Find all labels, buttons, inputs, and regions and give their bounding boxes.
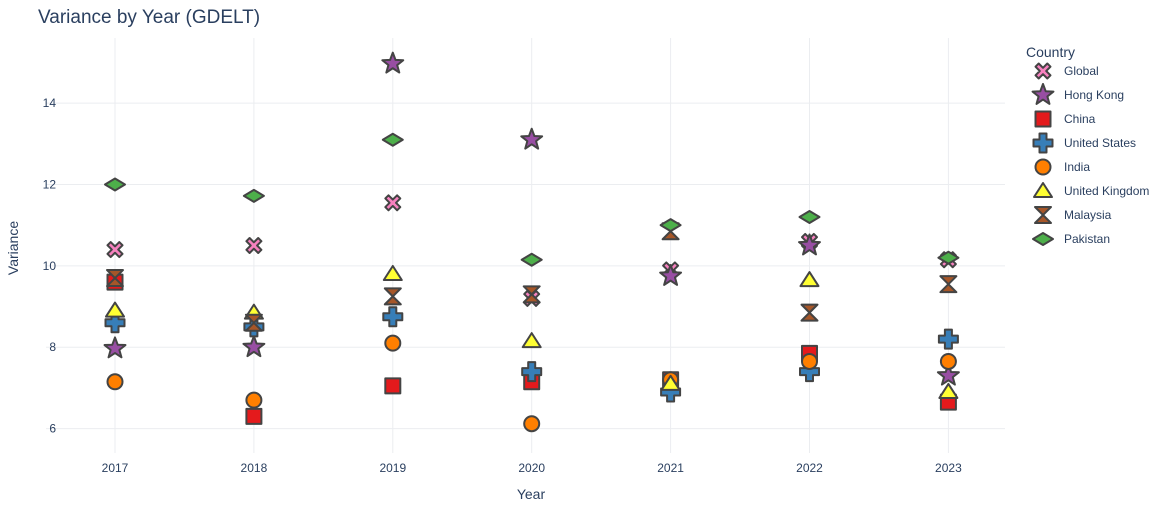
data-point [384,194,402,212]
legend-item-united-states[interactable]: United States [1032,132,1137,154]
x-axis-ticks: 2017 2018 2019 2020 2021 2022 2023 [102,461,962,475]
x-tick-label: 2021 [657,461,684,475]
series-malaysia [106,222,958,332]
legend-label: Pakistan [1064,232,1110,246]
x-tick-label: 2023 [935,461,962,475]
data-point [801,352,818,370]
data-point [521,332,542,349]
x-tick-label: 2018 [241,461,268,475]
x-tick-label: 2022 [796,461,823,475]
legend-item-global[interactable]: Global [1034,62,1099,80]
series-pakistan [104,132,960,267]
x-tick-label: 2017 [102,461,129,475]
data-point [382,264,403,281]
legend-title: Country [1026,44,1075,60]
data-point [106,241,124,259]
chart-title: Variance by Year (GDELT) [38,7,260,28]
data-point [937,250,960,265]
data-point [798,233,821,256]
legend-label: China [1064,112,1096,126]
data-point [106,373,124,391]
legend-item-china[interactable]: China [1034,110,1096,128]
data-point [245,391,263,409]
data-point [244,313,263,332]
data-point [937,328,959,350]
data-point [660,374,681,391]
legend-item-hong-kong[interactable]: Hong Kong [1031,83,1125,105]
y-tick-label: 8 [49,340,56,354]
legend-label: United States [1064,136,1136,150]
data-point [381,51,405,74]
legend-symbol [1031,83,1055,105]
data-point [939,352,957,370]
legend-item-india[interactable]: India [1034,158,1091,176]
data-point [520,127,544,150]
x-tick-label: 2019 [379,461,406,475]
data-point [659,264,683,286]
data-point [245,237,263,254]
y-axis-title: Variance [5,221,21,275]
legend-symbol [1032,232,1054,246]
legend-item-malaysia[interactable]: Malaysia [1034,206,1112,224]
y-tick-label: 10 [43,259,57,273]
x-axis-title: Year [517,486,546,502]
legend-label: India [1064,160,1090,174]
data-point [104,177,126,192]
data-point [523,415,541,433]
legend-symbol [1034,110,1052,128]
data-point [799,271,820,288]
legend-symbol [1034,206,1052,224]
legend-symbol [1034,158,1052,176]
x-tick-label: 2020 [518,461,545,475]
legend-label: Hong Kong [1064,88,1124,102]
data-points [103,51,960,433]
data-point [521,361,543,383]
data-point [242,188,265,203]
data-point [105,301,125,318]
data-point [103,336,127,359]
legend-label: United Kingdom [1064,184,1149,198]
data-point [800,303,819,322]
data-point [245,407,263,425]
data-point [938,382,959,399]
legend-label: Global [1064,64,1099,78]
data-point [104,312,126,334]
data-point [106,269,124,288]
legend-symbol [1033,182,1053,198]
data-point [939,275,958,294]
legend-item-pakistan[interactable]: Pakistan [1032,232,1110,246]
grid-lines [46,38,1005,453]
legend[interactable]: Global Hong Kong China United States India Un… [1031,62,1150,247]
legend-symbol [1034,62,1052,80]
y-tick-label: 14 [43,96,57,110]
y-tick-label: 12 [43,177,57,191]
legend-symbol [1032,132,1054,154]
series-hong-kong [103,51,960,386]
legend-item-united-kingdom[interactable]: United Kingdom [1033,182,1149,198]
data-point [242,335,266,358]
y-axis-ticks: 6 8 10 12 14 [43,96,57,435]
legend-label: Malaysia [1064,208,1112,222]
data-point [522,285,541,304]
data-point [382,306,404,328]
y-tick-label: 6 [49,422,56,436]
data-point [798,210,821,225]
data-point [384,334,402,352]
data-point [383,287,402,306]
data-point [936,363,960,386]
data-point [659,218,682,233]
data-point [384,377,402,395]
data-point [381,132,404,147]
data-point [520,252,543,267]
